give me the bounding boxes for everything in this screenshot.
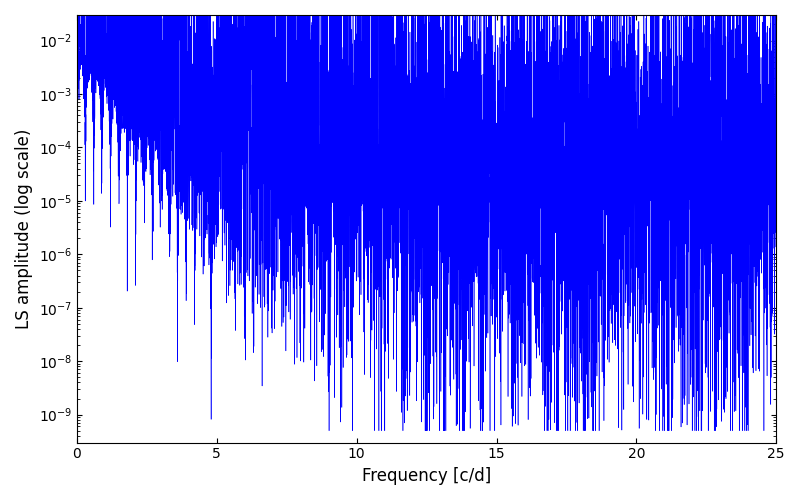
- X-axis label: Frequency [c/d]: Frequency [c/d]: [362, 467, 491, 485]
- Y-axis label: LS amplitude (log scale): LS amplitude (log scale): [15, 128, 33, 329]
